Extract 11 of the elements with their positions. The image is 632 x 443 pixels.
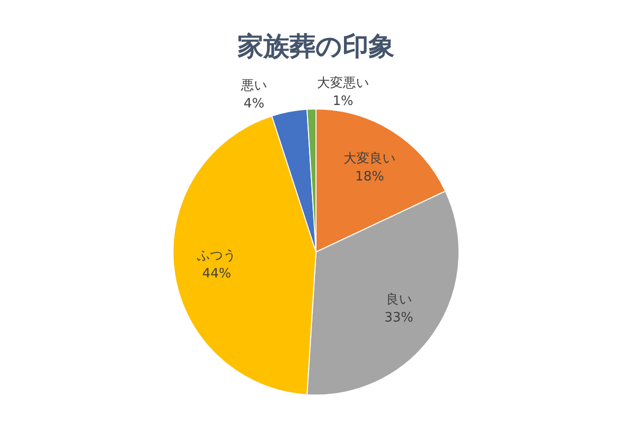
data-label: 1% <box>332 94 354 109</box>
chart-title: 家族葬の印象 <box>236 32 394 62</box>
data-label: 4% <box>244 96 264 112</box>
slice-label: 良い <box>386 292 412 308</box>
slice-label: 大変良い <box>344 150 396 166</box>
slice-label: ふつう <box>196 248 236 264</box>
slice-label: 大変悪い <box>316 74 369 91</box>
slice-label: 悪い <box>240 78 267 94</box>
data-label: 18% <box>355 169 384 184</box>
data-label: 33% <box>384 310 414 326</box>
data-label: 44% <box>202 266 232 282</box>
